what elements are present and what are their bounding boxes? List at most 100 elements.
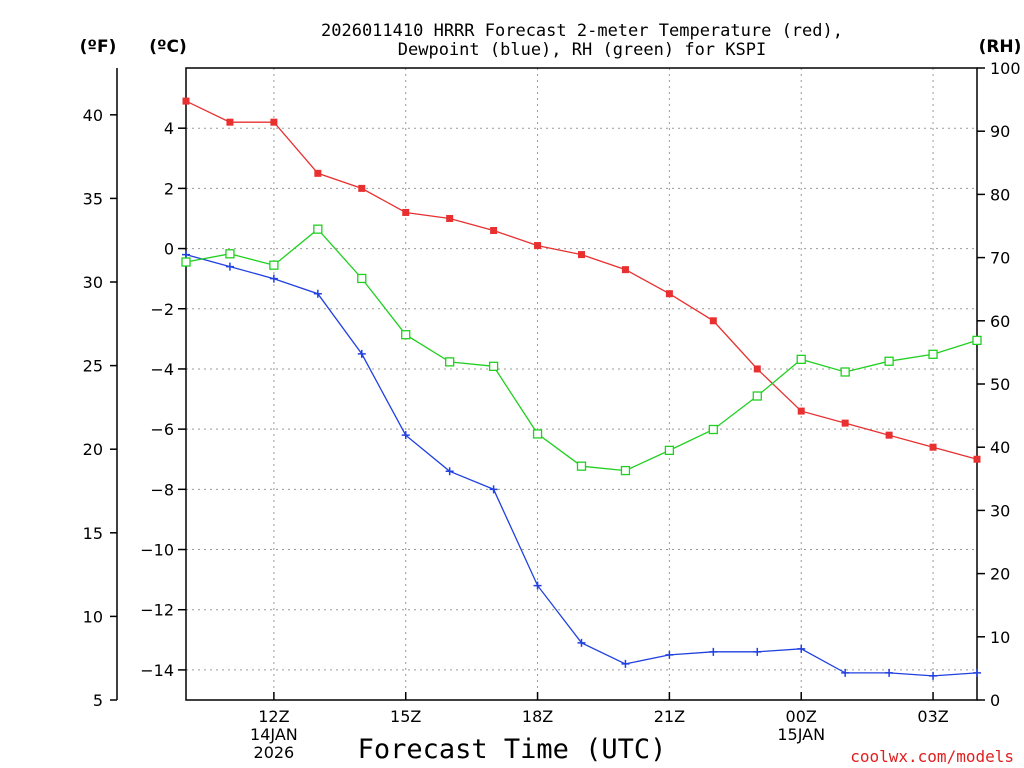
- series-2-point-3: [313, 224, 323, 234]
- series-2-point-17: [928, 349, 938, 359]
- fahrenheit-tick-6: 10: [83, 607, 103, 626]
- grid-lines: [186, 68, 977, 700]
- series-2-point-15: [840, 367, 850, 377]
- rh-tick-2: 80: [990, 185, 1010, 204]
- series-1-point-5: [401, 431, 410, 440]
- x-tick-0-line-2: 2026: [254, 743, 295, 762]
- celsius-tick-5: −6: [150, 420, 174, 439]
- fahrenheit-tick-4: 20: [83, 440, 103, 459]
- fahrenheit-tick-2: 30: [83, 273, 103, 292]
- title-line-2: Dewpoint (blue), RH (green) for KSPI: [398, 40, 766, 60]
- series-0-point-16: [885, 431, 893, 439]
- tick-labels: 420−2−4−6−8−10−12−1440353025201510510090…: [83, 59, 1021, 762]
- x-tick-5-line-0: 03Z: [917, 707, 948, 726]
- series-2-point-2: [269, 260, 279, 270]
- series-1-point-1: [225, 262, 234, 271]
- fahrenheit-tick-7: 5: [93, 691, 103, 710]
- x-tick-4-line-1: 15JAN: [777, 725, 825, 744]
- series-1-point-13: [753, 647, 762, 656]
- series-2-line: [185, 228, 978, 472]
- rh-tick-1: 90: [990, 122, 1010, 141]
- series-1-point-16: [885, 668, 894, 677]
- series-0-point-0: [182, 97, 190, 105]
- series-2-point-13: [752, 391, 762, 401]
- series-0-point-1: [226, 118, 234, 126]
- unit-label-rh: (RH): [979, 37, 1022, 57]
- series-0-point-7: [490, 227, 498, 235]
- x-tick-2-line-0: 18Z: [522, 707, 553, 726]
- rh-tick-4: 60: [990, 312, 1010, 331]
- celsius-tick-3: −2: [150, 300, 174, 319]
- series-2-point-12: [708, 424, 718, 435]
- series-0-line: [185, 100, 978, 460]
- series-2-point-18: [972, 335, 982, 346]
- series-1-point-12: [709, 647, 718, 656]
- series-1-point-2: [269, 274, 278, 283]
- series-0-point-5: [402, 208, 410, 216]
- series-1-point-8: [533, 581, 542, 590]
- series-2: [181, 224, 982, 476]
- fahrenheit-tick-5: 15: [83, 524, 103, 543]
- rh-tick-0: 100: [990, 59, 1021, 78]
- rh-tick-5: 50: [990, 375, 1010, 394]
- series-0-point-6: [446, 214, 454, 222]
- series-0-point-17: [929, 443, 937, 451]
- series-2-point-1: [225, 249, 235, 259]
- rh-tick-7: 30: [990, 501, 1010, 520]
- series-1-point-4: [357, 349, 366, 358]
- series-1-point-17: [929, 671, 938, 680]
- celsius-tick-7: −10: [140, 541, 174, 560]
- series-0-point-3: [314, 169, 322, 177]
- chart-title: 2026011410 HRRR Forecast 2-meter Tempera…: [321, 21, 843, 60]
- series-2-point-16: [884, 356, 894, 366]
- series-2-point-5: [401, 330, 411, 340]
- series-2-point-4: [357, 273, 367, 284]
- series-0-point-12: [709, 317, 717, 325]
- series-0-point-2: [270, 118, 278, 126]
- rh-tick-10: 0: [990, 691, 1000, 710]
- plot-frame: [185, 67, 978, 701]
- series-0-point-4: [358, 184, 366, 192]
- series-0-point-14: [797, 407, 805, 415]
- celsius-tick-9: −14: [140, 661, 174, 680]
- celsius-tick-8: −12: [140, 601, 174, 620]
- axes: [110, 67, 985, 701]
- series-0-point-10: [621, 266, 629, 274]
- x-tick-1-line-0: 15Z: [390, 707, 421, 726]
- source-credit[interactable]: coolwx.com/models: [850, 747, 1014, 766]
- x-tick-0-line-0: 12Z: [258, 707, 289, 726]
- series-1-point-18: [973, 668, 981, 677]
- series-1-point-11: [665, 650, 674, 659]
- series-2-point-0: [181, 257, 191, 267]
- series-0-point-13: [753, 365, 761, 373]
- unit-label-celsius: (ºC): [149, 37, 187, 57]
- series-1-point-3: [313, 289, 322, 298]
- series-2-point-7: [488, 361, 499, 371]
- series-2-point-6: [445, 357, 455, 367]
- series-2-point-14: [796, 354, 806, 365]
- celsius-tick-6: −8: [150, 480, 174, 499]
- rh-tick-8: 20: [990, 565, 1010, 584]
- series-0-point-18: [973, 455, 981, 463]
- series-0-point-11: [665, 290, 673, 298]
- rh-tick-9: 10: [990, 628, 1010, 647]
- title-line-1: 2026011410 HRRR Forecast 2-meter Tempera…: [321, 21, 843, 41]
- series-1: [182, 250, 981, 680]
- series-2-point-11: [664, 445, 675, 456]
- celsius-tick-0: 4: [164, 119, 174, 138]
- rh-tick-3: 70: [990, 249, 1010, 268]
- data-series: [181, 97, 982, 680]
- x-tick-4-line-0: 00Z: [786, 707, 817, 726]
- x-axis-label: Forecast Time (UTC): [358, 734, 667, 765]
- series-2-point-9: [576, 461, 587, 471]
- series-0-point-9: [578, 251, 585, 259]
- series-1-point-14: [797, 644, 806, 653]
- x-tick-3-line-0: 21Z: [654, 707, 685, 726]
- series-1-point-9: [577, 638, 586, 647]
- unit-label-fahrenheit: (ºF): [80, 37, 117, 57]
- fahrenheit-tick-3: 25: [83, 357, 103, 376]
- celsius-tick-4: −4: [150, 360, 174, 379]
- series-2-point-8: [532, 429, 543, 439]
- series-1-point-6: [445, 467, 454, 476]
- fahrenheit-tick-1: 35: [83, 189, 103, 208]
